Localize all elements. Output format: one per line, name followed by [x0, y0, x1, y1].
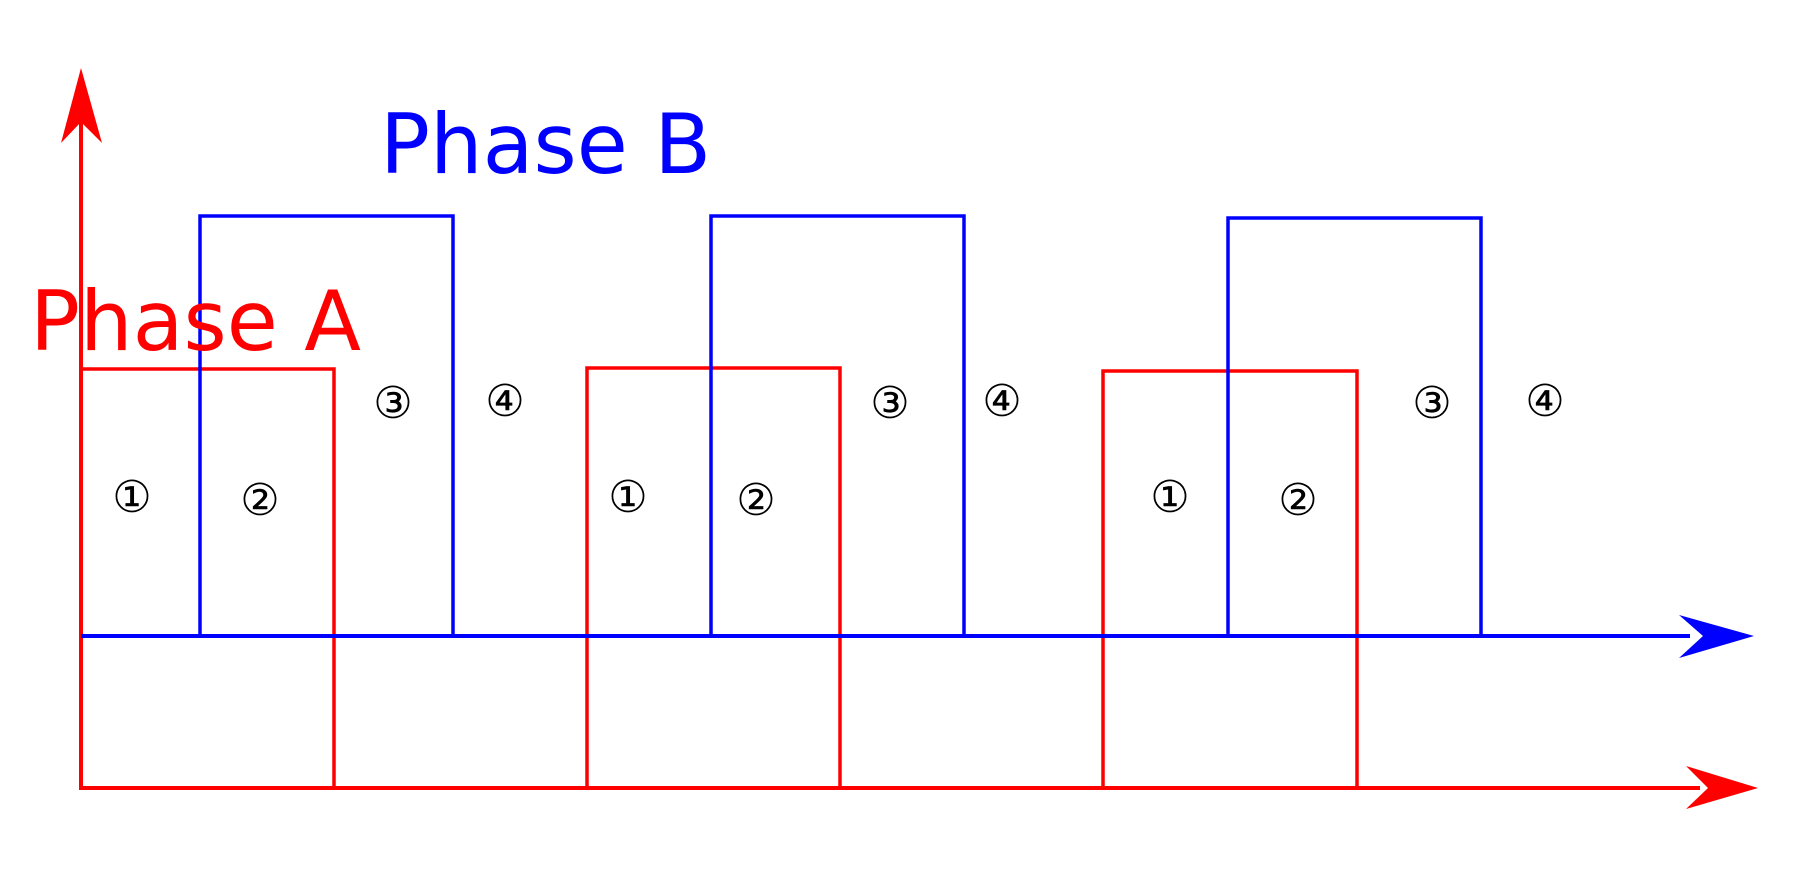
phase-a-axes	[79, 120, 1700, 790]
phase-a-y-axis-arrowhead	[61, 68, 102, 143]
phase-b-x-axis-arrowhead	[1679, 615, 1754, 658]
state-marker-1-cycle-3: ①	[1150, 472, 1189, 523]
state-marker-2-cycle-1: ②	[240, 475, 279, 526]
state-marker-4-cycle-2: ④	[982, 376, 1021, 427]
state-marker-1-cycle-1: ①	[112, 472, 151, 523]
phase-a-waveform	[81, 366, 1359, 790]
state-markers: ① ② ③ ④ ① ② ③ ④ ① ② ③ ④	[112, 376, 1564, 526]
state-marker-3-cycle-3: ③	[1412, 378, 1451, 429]
state-marker-2-cycle-3: ②	[1278, 475, 1317, 526]
state-marker-1-cycle-2: ①	[608, 472, 647, 523]
state-marker-3-cycle-1: ③	[373, 378, 412, 429]
state-marker-4-cycle-1: ④	[485, 376, 524, 427]
state-marker-2-cycle-2: ②	[736, 475, 775, 526]
state-marker-3-cycle-2: ③	[870, 378, 909, 429]
phase-b-label: Phase B	[380, 96, 711, 193]
phase-a-label: Phase A	[30, 273, 361, 370]
state-marker-4-cycle-3: ④	[1525, 376, 1564, 427]
phase-a-x-axis-arrowhead	[1686, 766, 1758, 809]
phase-b-waveform	[81, 214, 1483, 638]
